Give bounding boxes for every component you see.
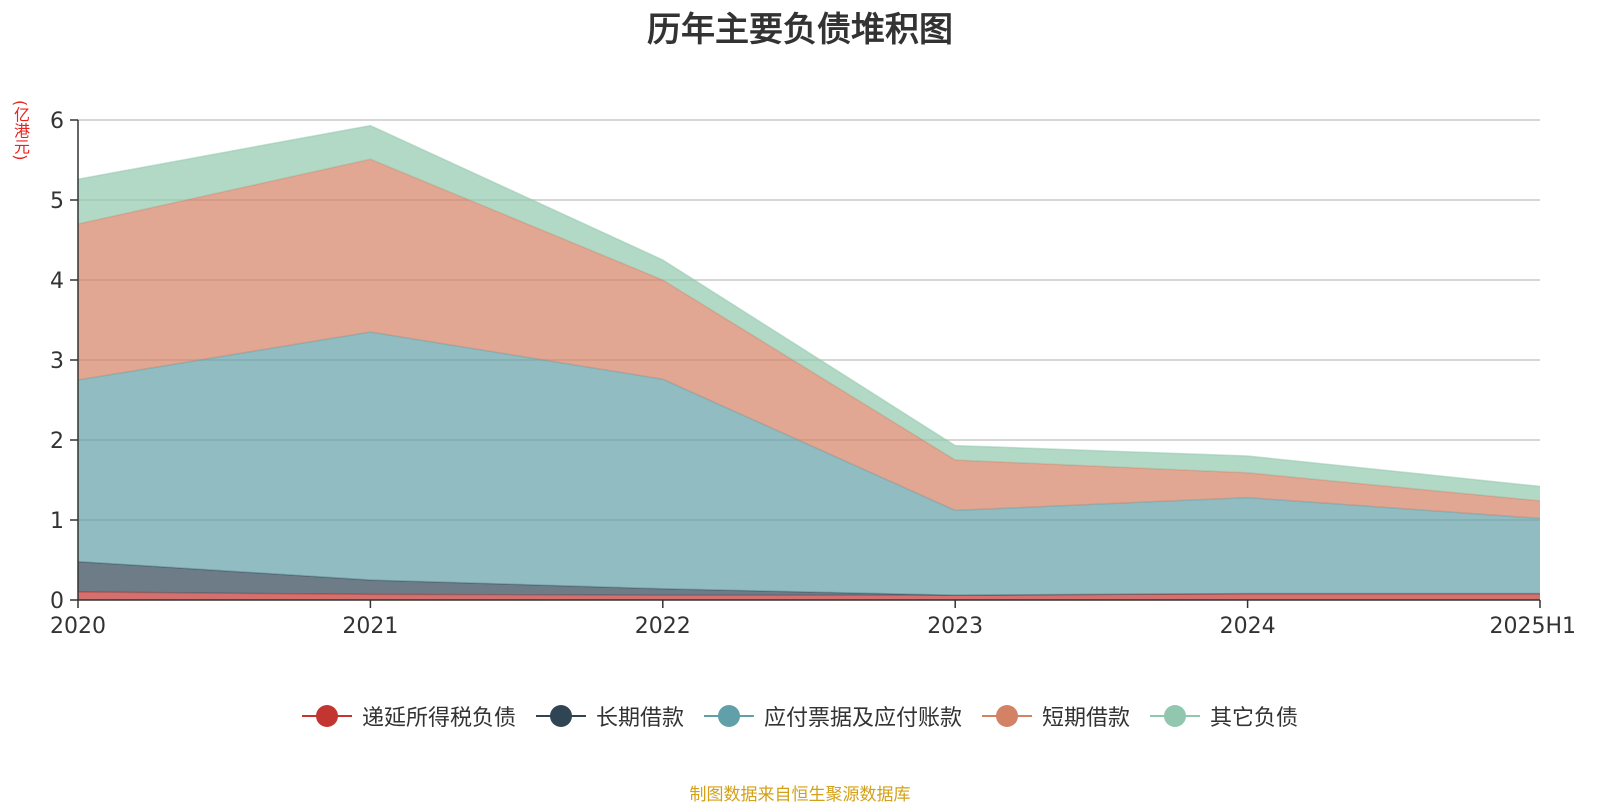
chart-plot: 0 1 2 3 4 5 6 2020 2021 2022 2023 2024 2025H1 [0,0,1600,800]
legend-marker-icon [536,704,586,728]
legend-label: 长期借款 [596,700,684,732]
legend-item-0[interactable]: 递延所得税负债 [302,700,516,732]
legend-marker-icon [302,704,352,728]
y-tick-label: 4 [50,269,64,294]
legend-item-2[interactable]: 应付票据及应付账款 [704,700,962,732]
legend-marker-icon [1150,704,1200,728]
chart-legend: 递延所得税负债 长期借款 应付票据及应付账款 短期借款 其它负债 [0,700,1600,732]
x-tick-label: 2025H1 [1489,614,1576,639]
legend-marker-icon [704,704,754,728]
legend-item-3[interactable]: 短期借款 [982,700,1130,732]
y-tick-label: 5 [50,189,64,214]
y-tick-label: 2 [50,429,64,454]
legend-label: 递延所得税负债 [362,700,516,732]
x-tick-label: 2022 [635,614,691,639]
legend-label: 其它负债 [1210,700,1298,732]
legend-label: 应付票据及应付账款 [764,700,962,732]
legend-item-4[interactable]: 其它负债 [1150,700,1298,732]
source-note: 制图数据来自恒生聚源数据库 [0,780,1600,805]
y-tick-label: 0 [50,589,64,614]
y-tick-label: 3 [50,349,64,374]
y-tick-label: 1 [50,509,64,534]
x-tick-label: 2021 [342,614,398,639]
x-tick-label: 2023 [927,614,983,639]
legend-item-1[interactable]: 长期借款 [536,700,684,732]
x-tick-label: 2020 [50,614,106,639]
y-tick-label: 6 [50,109,64,134]
x-tick-label: 2024 [1220,614,1276,639]
legend-label: 短期借款 [1042,700,1130,732]
legend-marker-icon [982,704,1032,728]
